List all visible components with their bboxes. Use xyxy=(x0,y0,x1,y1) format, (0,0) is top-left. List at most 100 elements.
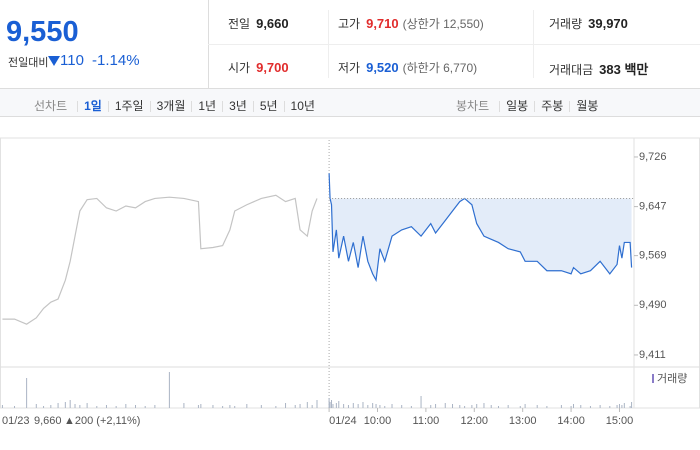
volume-bar xyxy=(570,406,572,408)
y-tick-label: 9,726 xyxy=(639,151,667,163)
x-tick-label: 01/24 xyxy=(329,415,357,427)
price-line xyxy=(2,194,318,325)
volume-bar xyxy=(367,405,369,408)
tab[interactable]: 1주일 xyxy=(107,100,150,112)
volume-bar xyxy=(580,405,582,408)
divider xyxy=(533,10,534,78)
stat: 시가 9,700 xyxy=(228,59,289,77)
tab[interactable]: 1년 xyxy=(191,100,222,112)
volume-bar xyxy=(294,405,296,408)
volume-bar xyxy=(631,402,633,408)
volume-bar xyxy=(464,406,466,408)
volume-bar xyxy=(384,406,386,408)
volume-bar xyxy=(64,402,66,408)
volume-bar xyxy=(331,400,333,408)
volume-bar xyxy=(57,403,59,408)
stat: 고가 9,710 (상한가 12,550) xyxy=(338,15,484,33)
stat: 거래대금 383 백만 xyxy=(549,59,648,79)
y-tick-label: 9,490 xyxy=(639,299,667,311)
volume-bar xyxy=(536,405,538,408)
volume-bar xyxy=(430,405,432,408)
volume-bar xyxy=(524,404,526,408)
volume-bar xyxy=(260,405,262,408)
divider xyxy=(328,10,329,78)
volume-bar xyxy=(306,402,308,408)
stat-value: 9,660 xyxy=(256,16,289,31)
volume-bar xyxy=(471,405,473,408)
stat: 저가 9,520 (하한가 6,770) xyxy=(338,59,477,77)
stat: 거래량 39,970 xyxy=(549,15,628,33)
tab[interactable]: 3개월 xyxy=(149,100,192,112)
volume-bar xyxy=(96,406,98,408)
price-line xyxy=(328,173,633,283)
tab[interactable]: 1일 xyxy=(77,100,108,112)
tab[interactable]: 월봉 xyxy=(569,100,604,112)
tab[interactable]: 일봉 xyxy=(499,100,534,112)
volume-bar xyxy=(362,402,364,408)
volume-bar xyxy=(74,404,76,408)
volume-bar xyxy=(497,406,499,408)
volume-bar xyxy=(379,405,381,408)
tab[interactable]: 3년 xyxy=(222,100,253,112)
volume-bar xyxy=(105,405,107,408)
stat-label: 저가 xyxy=(338,61,361,75)
volume-bar xyxy=(299,404,301,408)
y-tick-label: 9,411 xyxy=(639,349,666,361)
tab-group-label: 선차트 xyxy=(34,99,68,113)
volume-bar xyxy=(573,404,575,408)
divider xyxy=(208,44,700,45)
volume-bar xyxy=(343,404,345,408)
volume-bar xyxy=(546,406,548,408)
stat-label: 시가 xyxy=(228,61,251,75)
y-tick-label: 9,647 xyxy=(639,201,667,213)
volume-bar xyxy=(229,405,231,408)
stat: 전일 9,660 xyxy=(228,15,289,33)
summary-date: 01/23 xyxy=(2,415,30,427)
volume-bar xyxy=(507,405,509,408)
volume-bar xyxy=(26,378,28,408)
volume-bar xyxy=(357,404,359,408)
volume-bar xyxy=(1,405,3,408)
volume-bar xyxy=(328,398,330,408)
volume-bar xyxy=(621,405,623,408)
volume-bar xyxy=(490,405,492,408)
down-icon xyxy=(48,56,60,66)
volume-bar xyxy=(483,403,485,408)
summary-price: 9,660 xyxy=(34,415,62,427)
volume-bar xyxy=(623,403,625,408)
x-tick-label: 10:00 xyxy=(364,415,392,427)
volume-bar xyxy=(476,404,478,408)
volume-bar xyxy=(459,405,461,408)
tab[interactable]: 주봉 xyxy=(534,100,569,112)
volume-bar xyxy=(14,406,16,408)
volume-bar xyxy=(618,404,620,408)
x-tick-label: 11:00 xyxy=(413,415,440,427)
volume-bar xyxy=(200,404,202,408)
tab[interactable]: 10년 xyxy=(283,100,321,112)
volume-bar xyxy=(401,405,403,408)
summary-change: ▲200 (+2,11%) xyxy=(64,415,140,427)
stat-label: 전일 xyxy=(228,17,251,31)
volume-bar xyxy=(275,406,277,408)
volume-bar xyxy=(69,400,71,408)
volume-bar xyxy=(599,405,601,408)
stat-value: 39,970 xyxy=(588,16,628,31)
stat-value: 9,710 xyxy=(366,16,399,31)
stat-note: (상한가 12,550) xyxy=(402,17,484,31)
volume-bar xyxy=(435,404,437,408)
price: 9,550 xyxy=(6,16,79,48)
change-label: 전일대비 xyxy=(8,57,49,69)
tab[interactable]: 5년 xyxy=(252,100,284,112)
volume-bar xyxy=(452,404,454,408)
volume-bar xyxy=(197,405,199,408)
stat-label: 거래량 xyxy=(549,17,583,31)
volume-bar xyxy=(285,403,287,408)
stat-value: 9,520 xyxy=(366,60,399,75)
volume-bar xyxy=(86,403,88,408)
stat-value: 9,700 xyxy=(256,60,289,75)
x-tick-label: 12:00 xyxy=(461,415,489,427)
volume-bar xyxy=(410,406,412,408)
volume-bar xyxy=(391,404,393,408)
volume-bar xyxy=(311,405,313,408)
candle-tabs: 봉차트 일봉 주봉 월봉 xyxy=(456,97,604,114)
